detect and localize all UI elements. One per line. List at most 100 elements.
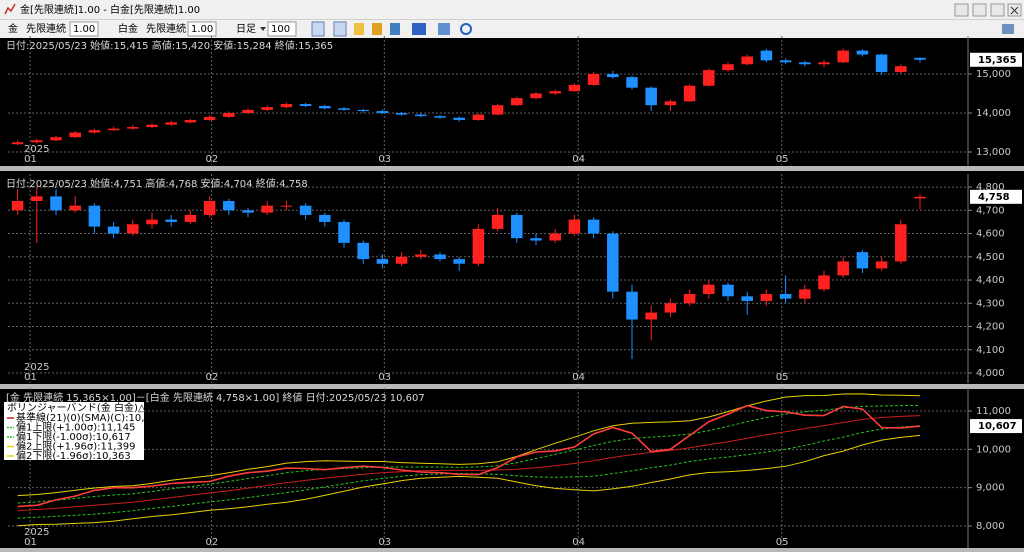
candle-body [722, 64, 734, 71]
candle-body [299, 205, 312, 215]
candle-body [376, 111, 389, 114]
band-line [17, 393, 921, 497]
x-tick-label: 05 [776, 154, 789, 165]
candle-body [549, 91, 561, 94]
candle-body [760, 293, 773, 301]
x-tick-label: 02 [206, 537, 219, 548]
candle-body [530, 238, 542, 241]
panel-header: 日付:2025/05/23 始値:4,751 高値:4,768 安値:4,704… [6, 177, 308, 190]
candle-body [607, 74, 619, 78]
refresh-button[interactable] [460, 23, 472, 35]
candle-body [261, 205, 273, 213]
candle-body [50, 196, 62, 211]
x-tick-label: 03 [378, 537, 391, 548]
candle-body [645, 312, 657, 320]
minimize-button[interactable] [972, 3, 987, 17]
close-icon [1010, 6, 1019, 15]
candle-body [203, 201, 216, 215]
candle-body [69, 205, 81, 211]
chart-area [0, 38, 1024, 552]
last-price-label: 4,758 [978, 192, 1010, 203]
y-tick-label: 10,000 [976, 444, 1011, 455]
candle-body [856, 50, 869, 55]
tool-button[interactable] [311, 21, 325, 37]
tool-button[interactable] [390, 23, 400, 35]
spread-line [17, 404, 921, 508]
candle-body [530, 93, 542, 99]
multiplier-value: 1.00 [191, 24, 213, 35]
candle-body [914, 196, 926, 199]
candle-body [203, 116, 216, 121]
panel-separator [0, 548, 1024, 552]
candle-body [472, 228, 485, 264]
candle-body [280, 205, 293, 207]
candle-body [88, 205, 101, 227]
band-line [17, 415, 921, 512]
maximize-button[interactable] [990, 3, 1005, 17]
candle-body [107, 128, 120, 131]
candle-body [568, 219, 581, 234]
tool-button[interactable] [333, 21, 347, 37]
candle-body [491, 214, 504, 229]
candle-body [184, 120, 197, 123]
multiplier-input[interactable] [69, 21, 99, 37]
count-input[interactable] [267, 21, 297, 37]
item-label: 金 [8, 22, 18, 35]
x-tick-label: 03 [378, 154, 391, 165]
candle-body [875, 261, 888, 269]
dropdown-arrow [260, 27, 266, 31]
band-line [17, 405, 921, 504]
tool-button[interactable] [354, 23, 364, 35]
settings-button[interactable] [1002, 24, 1014, 34]
candle-body [664, 101, 677, 106]
legend-entry: 基準線(21)(0)(SMA)(C):10,881 [16, 411, 163, 424]
candle-body [799, 289, 811, 299]
last-price-box [970, 189, 1022, 204]
candle-body [799, 62, 811, 65]
candle-body [376, 259, 389, 264]
candle-body [357, 109, 369, 112]
candle-body [357, 242, 369, 260]
candle-body [434, 254, 446, 260]
candle-body [395, 113, 408, 115]
candle-body [165, 122, 177, 125]
candle-body [434, 116, 446, 118]
window-title: 金[先限連続]1.00 - 白金[先限連続]1.00 [20, 3, 200, 16]
candle-body [837, 50, 849, 63]
tool-button[interactable] [438, 23, 450, 35]
candle-body [338, 108, 350, 110]
candle-body [261, 107, 273, 110]
multiplier-input[interactable] [187, 21, 217, 37]
x-tick-label: 05 [776, 372, 789, 383]
restore-button[interactable] [954, 3, 969, 17]
candle-body [779, 60, 792, 63]
candle-body [107, 226, 120, 234]
candle-body [760, 50, 773, 61]
candle-body [607, 233, 619, 292]
candle-body [338, 221, 350, 243]
y-tick-label: 9,000 [976, 483, 1005, 494]
candle-body [779, 293, 792, 299]
candle-body [549, 233, 561, 241]
candle-body [88, 130, 101, 133]
tool-buttons [311, 21, 1014, 37]
year-label: 2025 [24, 144, 49, 155]
candle-body [319, 105, 331, 109]
chart-panel: 13,000 14,000 15,000 01 02 03 04 05 2025 日付:2025/… [6, 36, 1022, 165]
candle-body [511, 98, 523, 106]
candle-body [818, 275, 830, 290]
candle-body [837, 261, 849, 276]
candle-body [914, 57, 926, 60]
candle-body [165, 219, 177, 222]
x-tick-label: 02 [206, 154, 219, 165]
year-label: 2025 [24, 362, 49, 373]
candle-body [280, 104, 293, 108]
tool-button[interactable] [412, 23, 426, 35]
x-tick-label: 04 [572, 154, 585, 165]
window-controls [954, 3, 1022, 17]
tool-button[interactable] [372, 23, 382, 35]
period-select[interactable]: 日足 [236, 23, 256, 35]
candle-body [491, 105, 504, 115]
